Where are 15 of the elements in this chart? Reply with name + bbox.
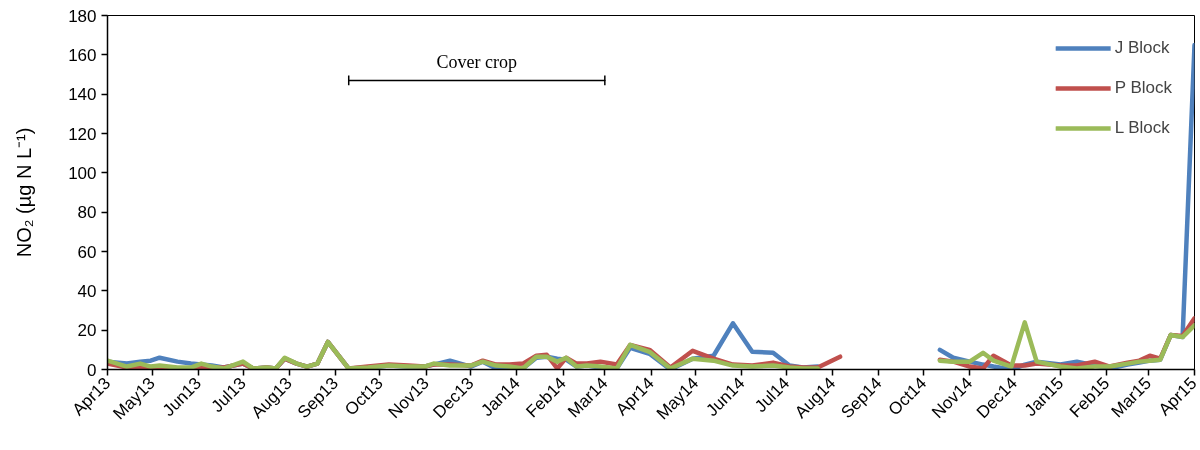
y-tick-label: 0 [87, 360, 97, 380]
legend-label: J Block [1114, 38, 1170, 58]
y-tick-label: 180 [68, 6, 97, 26]
y-tick-label: 40 [77, 281, 97, 301]
y-tick-label: 100 [68, 163, 97, 183]
annotation: Cover crop [436, 52, 518, 73]
legend-label: L Block [1114, 118, 1170, 138]
y-tick-label: 60 [77, 242, 97, 262]
legend-label: P Block [1114, 78, 1172, 98]
y-tick-label: 80 [77, 203, 97, 223]
y-tick-label: 140 [68, 85, 97, 105]
y-tick-label: 160 [68, 45, 97, 65]
y-tick-label: 120 [68, 124, 97, 144]
y-tick-label: 20 [77, 321, 97, 341]
y-axis-title: NO₂ (µg N L⁻¹) [13, 127, 36, 258]
